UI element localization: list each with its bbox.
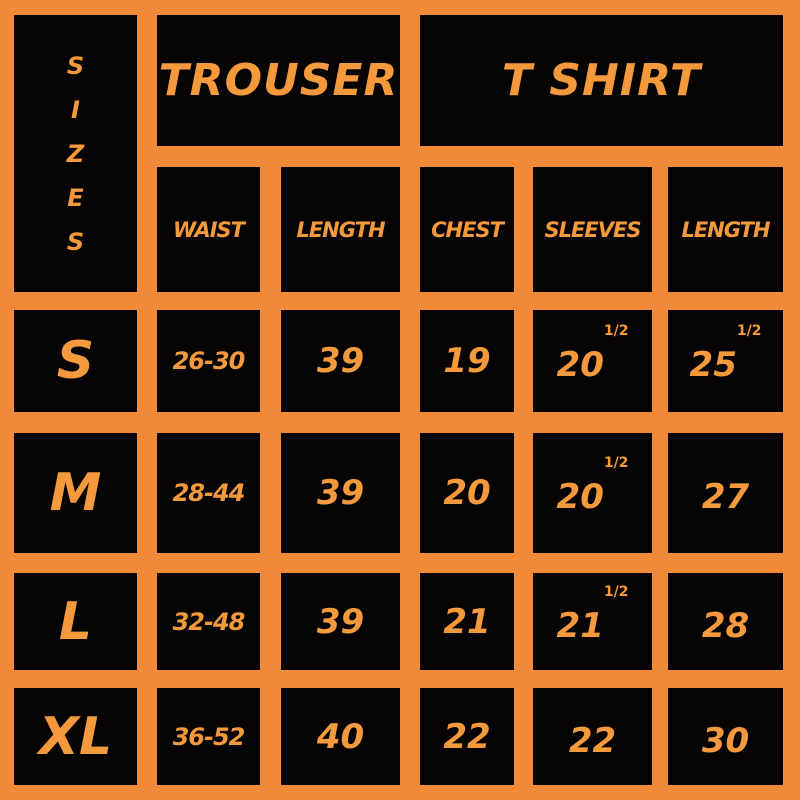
whole-number: 22 xyxy=(568,720,617,761)
trouser-header: TROUSER xyxy=(157,15,400,146)
size-label: S xyxy=(14,310,137,412)
sizes-letter: Z xyxy=(66,139,85,168)
column-header-waist: WAIST xyxy=(157,167,260,292)
column-header-sleeves: SLEEVES xyxy=(533,167,652,292)
waist-value: 26-30 xyxy=(157,310,260,412)
tshirt-length-value: 30 xyxy=(668,688,783,785)
value-with-fraction: 20 1/2 xyxy=(556,323,629,385)
trouser-length-value: 40 xyxy=(281,688,400,785)
value-with-fraction: 21 1/2 xyxy=(556,584,629,646)
whole-number: 30 xyxy=(701,720,750,761)
column-header-chest: CHEST xyxy=(420,167,514,292)
value-with-fraction: 25 1/2 xyxy=(689,323,762,385)
value-with-fraction: 28 xyxy=(702,606,749,646)
sleeves-value: 20 1/2 xyxy=(533,310,652,412)
sleeves-value: 22 xyxy=(533,688,652,785)
sizes-label: S I Z E S xyxy=(14,15,137,292)
whole-number: 21 xyxy=(556,605,604,646)
column-header-tshirt-length: LENGTH xyxy=(668,167,783,292)
value-with-fraction: 30 xyxy=(702,721,749,761)
value-with-fraction: 22 xyxy=(569,721,616,761)
tshirt-header: T SHIRT xyxy=(420,15,783,146)
column-header-trouser-length: LENGTH xyxy=(281,167,400,292)
chest-value: 20 xyxy=(420,433,514,553)
sizes-letter: S xyxy=(66,51,85,80)
sizes-letter: S xyxy=(66,227,85,256)
size-label: XL xyxy=(14,688,137,785)
whole-number: 27 xyxy=(701,477,750,517)
whole-number: 28 xyxy=(701,605,750,646)
fraction-superscript: 1/2 xyxy=(736,323,762,339)
waist-value: 32-48 xyxy=(157,573,260,670)
trouser-length-value: 39 xyxy=(281,573,400,670)
sizes-letter: I xyxy=(71,95,80,124)
fraction-superscript: 1/2 xyxy=(603,455,629,471)
whole-number: 20 xyxy=(556,345,604,385)
whole-number: 25 xyxy=(689,345,737,385)
tshirt-length-value: 25 1/2 xyxy=(668,310,783,412)
chest-value: 22 xyxy=(420,688,514,785)
size-label: M xyxy=(14,433,137,553)
fraction-superscript: 1/2 xyxy=(603,323,629,339)
trouser-length-value: 39 xyxy=(281,310,400,412)
waist-value: 28-44 xyxy=(157,433,260,553)
trouser-length-value: 39 xyxy=(281,433,400,553)
tshirt-length-value: 28 xyxy=(668,573,783,670)
tshirt-length-value: 27 xyxy=(668,433,783,553)
waist-value: 36-52 xyxy=(157,688,260,785)
value-with-fraction: 20 1/2 xyxy=(556,455,629,517)
sleeves-value: 21 1/2 xyxy=(533,573,652,670)
whole-number: 20 xyxy=(556,477,604,517)
value-with-fraction: 27 xyxy=(702,477,749,517)
size-label: L xyxy=(14,573,137,670)
sleeves-value: 20 1/2 xyxy=(533,433,652,553)
fraction-superscript: 1/2 xyxy=(603,583,629,600)
sizes-letter: E xyxy=(67,183,84,212)
chest-value: 21 xyxy=(420,573,514,670)
chest-value: 19 xyxy=(420,310,514,412)
